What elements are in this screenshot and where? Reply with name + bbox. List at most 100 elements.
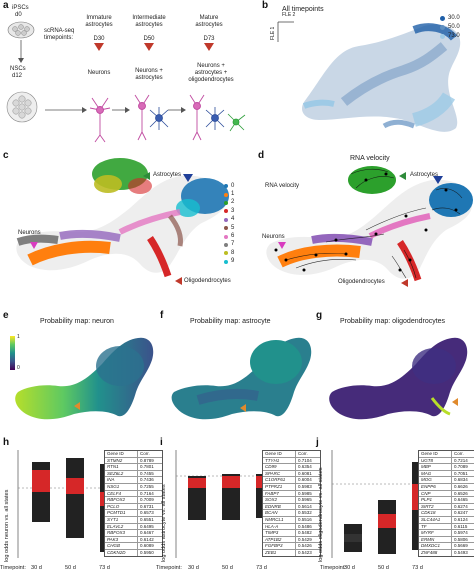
cluster-label: 3 (231, 207, 235, 214)
panel-c-label: c (3, 150, 9, 161)
gene-id-cell: SEZ6L2 (105, 470, 138, 477)
panel-j-ylabel: log odds oligodendrocyte vs. all states (318, 467, 324, 562)
legend-label: 50.0 (448, 24, 460, 30)
d-neurons-label: Neurons (262, 234, 285, 240)
corr-cell: 0.7164 (140, 490, 154, 496)
panel-g-label: g (316, 310, 323, 321)
corr-cell: Corr. (454, 451, 464, 456)
timepoint-label: Timepoint: (320, 565, 346, 571)
gene-id-cell: SLC44A1 (419, 516, 452, 523)
table-row: PTPRZ1 0.5983 (263, 482, 320, 490)
corr-cell: 0.5516 (298, 516, 312, 522)
gene-id-cell: MOG (419, 477, 452, 483)
table-row: PCMTD1 0.6573 (105, 509, 162, 516)
gene-id-cell: SPARC (263, 470, 296, 477)
neurosphere-icon (6, 91, 38, 123)
table-row: CNP 0.6526 (419, 489, 474, 497)
corr-cell: 0.7455 (140, 470, 154, 476)
table-row: STMN2 0.8789 (105, 456, 162, 464)
corr-cell: 0.6004 (298, 477, 312, 483)
table-row: CD99 0.6354 (263, 463, 320, 470)
table-row: SOX2 0.5965 (263, 496, 320, 503)
stage-2-title: Intermediate astrocytes (132, 15, 166, 28)
gene-id-cell: DMXDC1 (419, 543, 452, 549)
probability-map-oligodendrocyte (329, 337, 468, 420)
panel-b-label: b (262, 0, 269, 11)
d-astrocytes-label: Astrocytes (410, 172, 439, 178)
table-row: RBFOX2 0.7009 (105, 496, 162, 503)
d12-label: d12 (12, 73, 23, 79)
panel-b-legend: 30.0 50.0 73.0 (440, 14, 460, 41)
table-row: MBP 0.7089 (419, 463, 474, 470)
gene-id-cell: FGFBP3 (263, 543, 296, 549)
gene-id-cell: CDKN2D (105, 549, 138, 556)
astrocyte-marker-icon (183, 174, 193, 182)
table-row: DMXDC1 0.5669 (419, 542, 474, 549)
corr-cell: 0.7009 (140, 497, 154, 503)
corr-cell: 0.5974 (454, 530, 468, 536)
astrocyte-marker-icon (433, 176, 443, 184)
rna-velocity-embedding (266, 166, 473, 287)
astrocyte-pointer-icon (240, 404, 246, 412)
table-row: CDK18 0.6247 (419, 509, 474, 516)
corr-cell: 0.7104 (298, 457, 312, 463)
corr-cell: 0.6731 (140, 503, 154, 509)
table-row: ZEB1 0.5423 (263, 548, 320, 556)
legend-swatch-icon (440, 16, 445, 21)
panel-h-label: h (3, 437, 10, 448)
corr-cell: 0.6247 (454, 510, 468, 516)
gene-table-astrocyte: Gene ID Corr. TTYH1 0.7104 CD99 0.6354 SPARC 0.… (262, 450, 321, 557)
panel-i-label: i (160, 437, 163, 448)
cluster-label: 9 (231, 258, 235, 265)
stage-1-title: Immature astrocytes (85, 15, 113, 28)
astrocyte-icon (205, 107, 225, 130)
table-row: INA 0.7436 (105, 476, 162, 483)
corr-cell: 0.6834 (454, 477, 468, 483)
corr-cell: 0.6089 (140, 543, 154, 549)
corr-cell: 0.6551 (140, 516, 154, 522)
legend-swatch-icon (440, 34, 445, 39)
stage-1-day: D30 (93, 36, 105, 42)
corr-cell: 0.6465 (454, 497, 468, 503)
axis-y-label: FLE 1 (270, 26, 276, 40)
corr-cell: Corr. (140, 451, 150, 456)
ipscs-label: iPSCs (12, 5, 29, 11)
gene-id-cell: TIMP3 (263, 530, 296, 536)
velocity-nodes (274, 172, 458, 272)
corr-cell: 0.5806 (454, 536, 468, 542)
cluster-swatch-icon (224, 217, 228, 222)
cluster-swatch-icon (224, 184, 228, 189)
corr-cell: 0.5985 (298, 490, 312, 496)
embedding-all-timepoints (277, 21, 461, 132)
neuron-marker-icon (30, 242, 38, 249)
gene-id-cell: ELAVL2 (105, 523, 138, 530)
gene-id-cell: ATP1B2 (263, 536, 296, 543)
corr-cell: 0.6354 (298, 464, 312, 470)
gene-id-cell: EDNRB (263, 503, 296, 510)
gene-id-cell: ENPP6 (419, 483, 452, 490)
corr-cell: 0.5983 (298, 483, 312, 489)
gene-id-cell: ZEB1 (263, 549, 296, 556)
table-row: PCLO 0.6731 (105, 502, 162, 510)
table-row: FABP7 0.5985 (263, 489, 320, 497)
cluster-legend-item: 0 (224, 182, 234, 190)
table-row: NSG1 0.7255 (105, 482, 162, 490)
gene-id-cell: CHGB (105, 543, 138, 549)
cluster-legend-item: 8 (224, 249, 234, 257)
corr-cell: 0.6274 (454, 503, 468, 509)
legend-label: 30.0 (448, 15, 460, 21)
cluster-legend-item: 5 (224, 224, 234, 232)
panel-j-label: j (316, 437, 319, 448)
panel-h-ylabel: log odds neuron vs. all states (4, 489, 10, 562)
colorbar-max: 1 (17, 334, 20, 340)
gene-id-cell: RBFOX3 (105, 530, 138, 536)
stage-3-cells: Neurons + astrocytes + oligodendrocytes (188, 63, 234, 83)
corr-cell: 0.5429 (298, 536, 312, 542)
gene-id-cell: BCAN (263, 510, 296, 516)
table-row: ENPP6 0.6626 (419, 482, 474, 490)
d73-marker-icon (204, 43, 214, 51)
table-row: PLP1 0.6465 (419, 496, 474, 503)
cluster-swatch-icon (224, 192, 228, 197)
corr-cell: 0.6495 (140, 523, 154, 529)
table-row: NMRCL1 0.5516 (263, 515, 320, 523)
